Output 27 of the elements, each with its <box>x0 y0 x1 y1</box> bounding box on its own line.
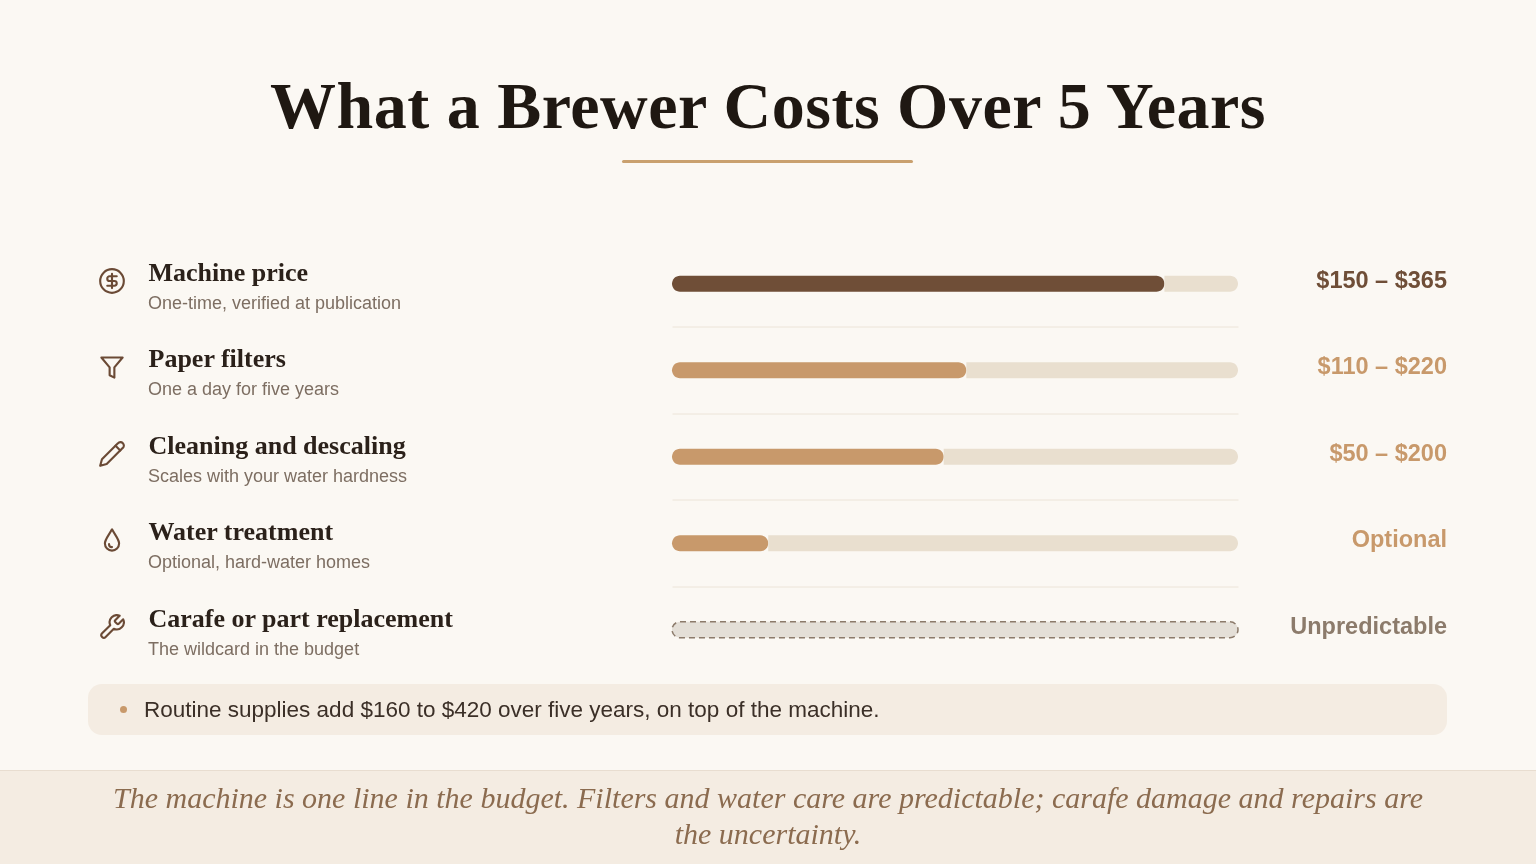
bar <box>672 535 769 552</box>
text: One a day for five years <box>148 379 340 400</box>
bar <box>672 275 1165 292</box>
bar <box>672 362 967 379</box>
text: Unpredictable <box>1290 612 1447 639</box>
text: Routine supplies add $160 to $420 over five years, on top of the machine. <box>144 696 880 724</box>
bar <box>768 535 1238 552</box>
chart-title: What a Brewer Costs Over 5 Years <box>268 69 1268 142</box>
text: $50 – $200 <box>1329 439 1447 466</box>
text: $110 – $220 <box>1317 353 1447 380</box>
y-tick-label: Paper filters <box>148 344 286 374</box>
text: One-time, verified at publication <box>148 292 402 313</box>
bar <box>966 362 1238 379</box>
y-tick-label: Machine price <box>148 257 309 287</box>
text: Optional, hard-water homes <box>148 552 371 573</box>
text: The wildcard in the budget <box>148 638 360 659</box>
bar <box>1164 275 1238 292</box>
bar <box>672 448 944 465</box>
text: The machine is one line in the budget. Filters and water care are predictable; carafe damage and repairs are the uncertainty. <box>111 780 1424 852</box>
bar <box>671 621 1239 639</box>
y-tick-label: Water treatment <box>148 517 334 547</box>
y-tick-label: Cleaning and descaling <box>148 430 406 460</box>
text: $150 – $365 <box>1316 266 1447 293</box>
y-tick-label: Carafe or part replacement <box>148 603 454 633</box>
text: Scales with your water hardness <box>148 465 408 486</box>
text: Optional <box>1351 526 1447 553</box>
bar <box>943 448 1238 465</box>
